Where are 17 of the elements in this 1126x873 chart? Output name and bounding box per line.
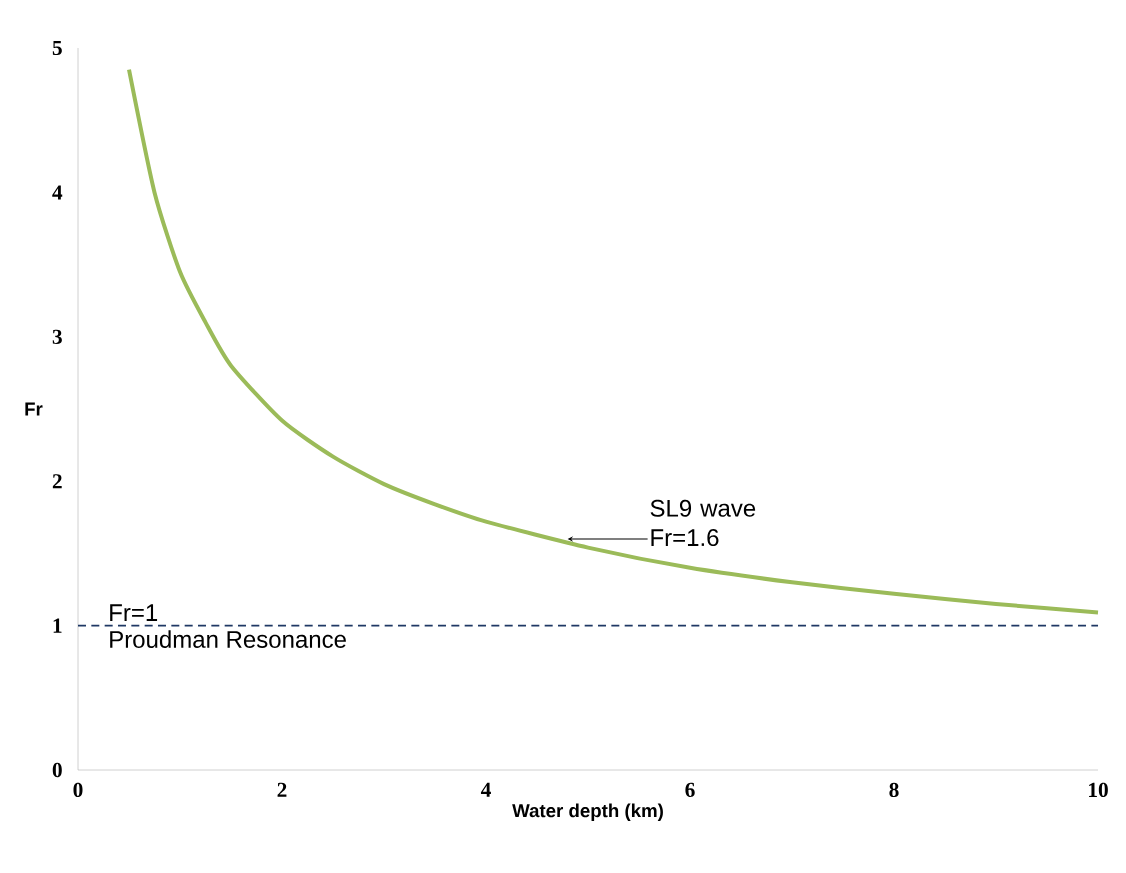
y-tick-label: 1 bbox=[53, 618, 62, 633]
x-tick-label: 6 bbox=[685, 782, 695, 798]
y-tick-label: 5 bbox=[52, 40, 62, 56]
x-tick-label: 2 bbox=[277, 782, 287, 797]
x-tick-label: 4 bbox=[480, 782, 491, 797]
y-axis-title: Fr bbox=[25, 402, 43, 416]
y-tick-label: 3 bbox=[52, 329, 62, 344]
annotation: Proudman Resonance bbox=[110, 630, 346, 648]
annotation: SL9 wave Fr=1.6 bbox=[650, 499, 756, 547]
x-tick-label: 8 bbox=[889, 782, 899, 798]
y-tick-label: 4 bbox=[52, 185, 63, 200]
x-tick-label: 10 bbox=[1089, 782, 1108, 798]
x-axis-title: Water depth (km) bbox=[512, 803, 663, 821]
x-tick-label: 0 bbox=[73, 782, 83, 798]
y-tick-label: 0 bbox=[52, 762, 62, 778]
ref-line-label: Fr=1 bbox=[110, 604, 158, 621]
y-tick-label: 2 bbox=[52, 474, 62, 489]
